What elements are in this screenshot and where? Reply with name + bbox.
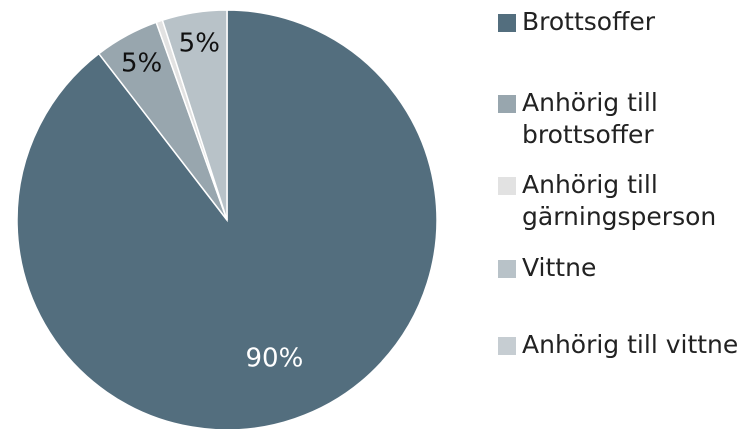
legend-label: Brottsoffer <box>522 7 655 36</box>
legend-label: Vittne <box>522 253 597 282</box>
slice-label: 90% <box>245 344 303 374</box>
slice-label: 5% <box>121 48 162 78</box>
legend-swatch <box>498 260 516 278</box>
legend-label: Anhörig till brottsoffer <box>522 88 658 149</box>
legend-label: Anhörig till vittne <box>522 330 739 359</box>
pie-slice <box>161 9 228 221</box>
legend-swatch <box>498 95 516 113</box>
legend-swatch <box>498 14 516 32</box>
legend-label: Anhörig till gärningsperson <box>522 170 717 231</box>
legend-swatch <box>498 177 516 195</box>
legend-swatch <box>498 337 516 355</box>
pie-slice <box>16 9 438 429</box>
slice-label: 5% <box>179 29 220 59</box>
